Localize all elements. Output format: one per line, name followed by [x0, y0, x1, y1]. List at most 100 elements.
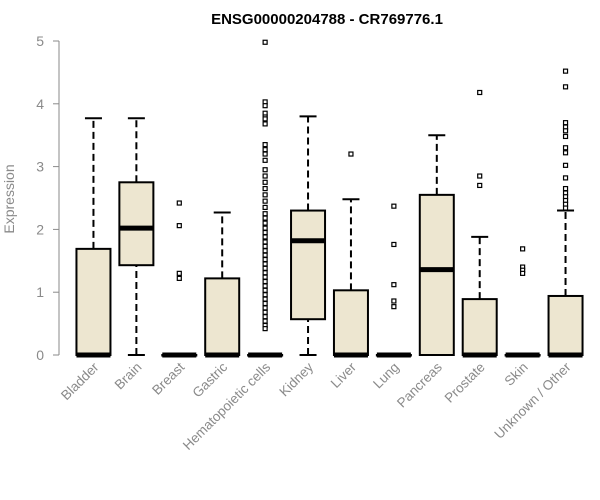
- outlier-point: [262, 287, 268, 293]
- outlier-point: [262, 103, 268, 109]
- outlier-point: [262, 142, 268, 148]
- outlier-point: [262, 198, 268, 204]
- category-label: Unknown / Other: [491, 359, 574, 442]
- outlier-point: [262, 192, 268, 198]
- outlier-point: [262, 256, 268, 263]
- outlier-point: [562, 68, 569, 74]
- outlier-point: [391, 282, 397, 288]
- outlier-point: [520, 270, 526, 276]
- outlier-point: [262, 234, 268, 240]
- outlier-point: [562, 150, 569, 156]
- outlier-point: [262, 215, 268, 221]
- outlier-point: [562, 128, 569, 134]
- outlier-point: [477, 89, 483, 96]
- outlier-point: [262, 261, 268, 267]
- category-label: Breast: [149, 359, 187, 397]
- outlier-point: [391, 203, 397, 209]
- box-pancreas: [418, 134, 455, 356]
- box-unknown-other: [547, 68, 584, 358]
- box-bladder: [75, 117, 112, 358]
- box-prostate: [461, 89, 498, 358]
- outlier-point: [477, 182, 483, 189]
- category-label: Prostate: [442, 360, 488, 406]
- category-label: Skin: [502, 360, 531, 389]
- category-label: Bladder: [58, 359, 102, 403]
- outlier-point: [262, 309, 268, 315]
- y-tick-label: 2: [36, 221, 44, 237]
- box-kidney: [290, 115, 327, 356]
- outlier-point: [262, 220, 268, 226]
- box-iqr: [75, 247, 112, 356]
- axes: 0 1 2 3 4 5: [36, 33, 60, 363]
- box-iqr: [204, 277, 241, 356]
- outlier-point: [562, 185, 569, 192]
- outlier-point: [262, 39, 268, 45]
- y-tick-label: 5: [36, 33, 44, 49]
- box-skin: [504, 246, 541, 358]
- outlier-point: [176, 275, 182, 281]
- outlier-point: [562, 175, 569, 181]
- outlier-point: [176, 270, 182, 276]
- outlier-point: [562, 84, 569, 90]
- y-tick-label: 0: [36, 347, 44, 363]
- box-iqr: [461, 298, 498, 356]
- box-iqr: [332, 289, 369, 357]
- category-label: Kidney: [276, 359, 316, 399]
- outlier-point: [562, 205, 569, 211]
- box-iqr: [290, 209, 327, 321]
- outlier-point: [262, 318, 268, 324]
- outlier-point: [262, 278, 268, 285]
- category-label: Pancreas: [394, 359, 445, 410]
- outlier-point: [262, 173, 268, 179]
- outlier-point: [391, 298, 397, 304]
- outlier-point: [562, 162, 569, 168]
- outlier-point: [262, 248, 268, 254]
- outlier-point: [262, 204, 268, 211]
- outlier-point: [520, 246, 526, 252]
- outlier-point: [262, 243, 268, 249]
- outlier-point: [262, 283, 268, 289]
- outlier-point: [262, 239, 268, 245]
- box-liver: [332, 151, 369, 358]
- chart-title: ENSG00000204788 - CR769776.1: [211, 11, 443, 28]
- outlier-point: [262, 179, 268, 185]
- box-lung: [375, 203, 412, 358]
- outlier-point: [262, 211, 268, 217]
- outlier-point: [262, 151, 268, 157]
- outlier-point: [562, 120, 569, 126]
- box-hematopoietic-cells: [247, 39, 284, 358]
- box-iqr: [418, 193, 455, 356]
- outlier-point: [262, 314, 268, 320]
- outlier-point: [562, 133, 569, 140]
- outlier-point: [562, 145, 569, 151]
- y-tick-label: 4: [36, 96, 44, 112]
- category-label: Gastric: [189, 359, 230, 400]
- outlier-point: [262, 116, 268, 122]
- y-axis-label: Expression: [1, 164, 17, 233]
- outlier-point: [262, 121, 268, 127]
- outlier-point: [262, 157, 268, 163]
- outlier-point: [262, 296, 268, 302]
- box-breast: [161, 200, 198, 358]
- category-label: Lung: [370, 360, 402, 392]
- outlier-point: [262, 265, 268, 271]
- outlier-point: [176, 223, 182, 229]
- outlier-point: [477, 173, 483, 179]
- box-brain: [118, 117, 155, 356]
- y-tick-label: 1: [36, 284, 44, 300]
- outlier-point: [262, 270, 268, 276]
- outlier-point: [391, 241, 397, 248]
- outlier-point: [262, 305, 268, 311]
- outlier-point: [176, 200, 182, 206]
- box-iqr: [547, 294, 584, 356]
- outlier-point: [262, 326, 268, 332]
- category-label: Brain: [112, 360, 145, 393]
- outlier-point: [262, 292, 268, 298]
- outlier-point: [262, 185, 268, 192]
- box-gastric: [204, 211, 241, 358]
- outlier-point: [391, 304, 397, 310]
- y-tick-label: 3: [36, 159, 44, 175]
- outlier-point: [348, 151, 354, 157]
